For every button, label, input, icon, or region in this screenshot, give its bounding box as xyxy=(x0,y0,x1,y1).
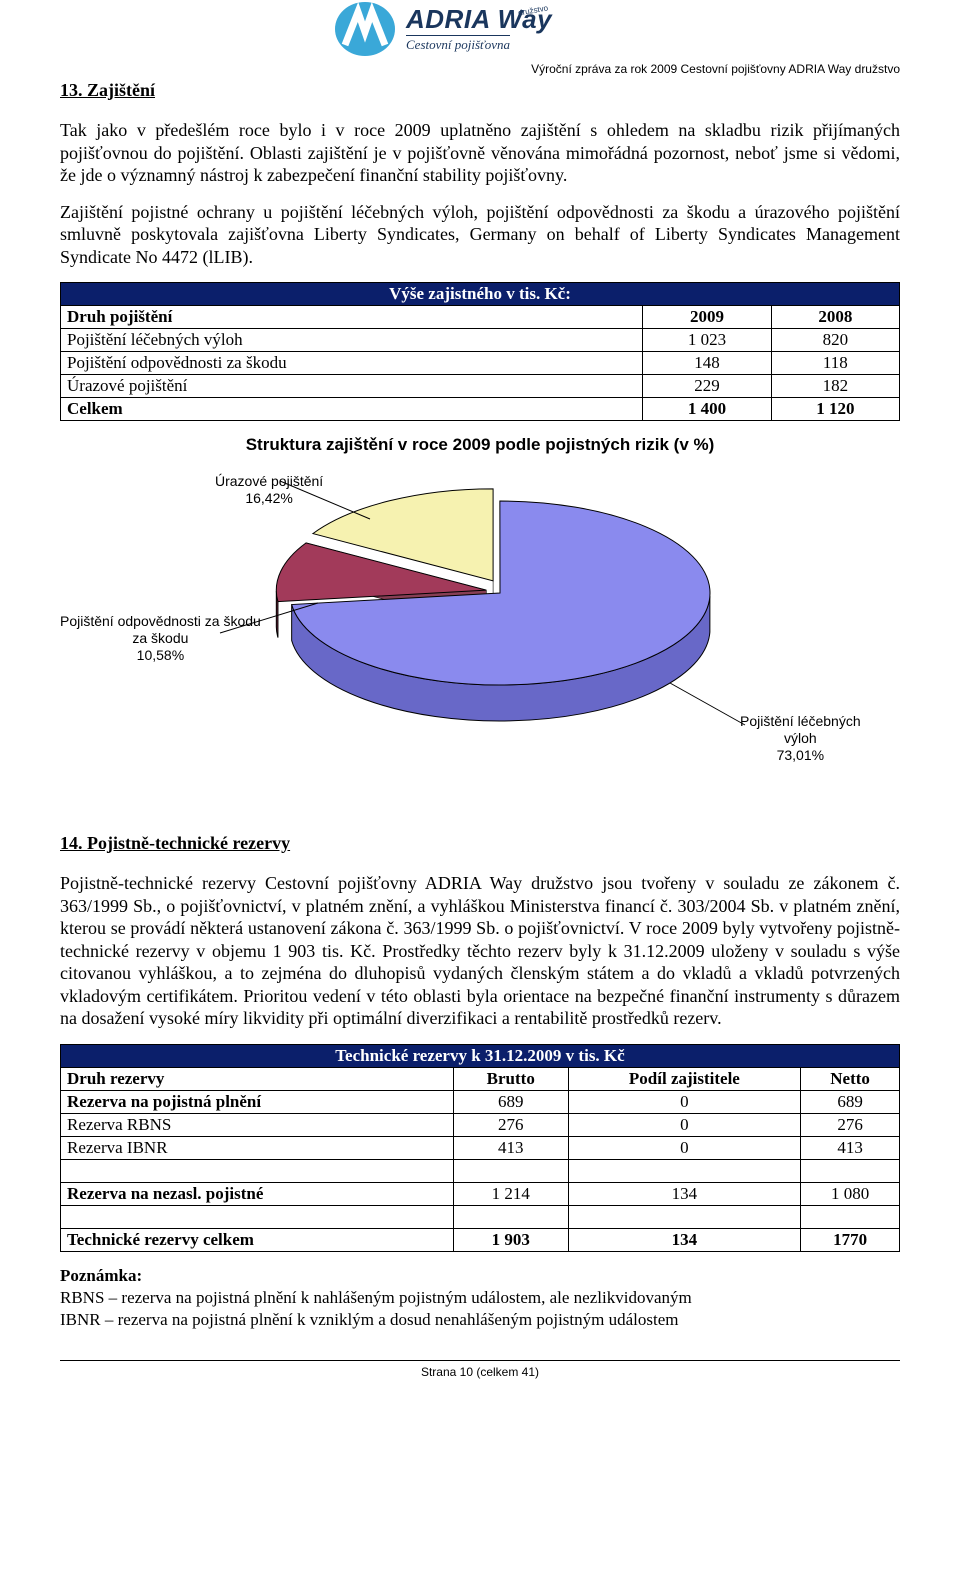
pie-label-urazove: Úrazové pojištění 16,42% xyxy=(215,473,323,507)
notes-line-1: RBNS – rezerva na pojistná plnění k nahl… xyxy=(60,1288,900,1308)
page-footer: Strana 10 (celkem 41) xyxy=(60,1360,900,1379)
logo-mark-icon xyxy=(330,0,400,58)
table-row: Pojištění odpovědnosti za škodu 148 118 xyxy=(61,352,900,375)
table2-total-row: Technické rezervy celkem 1 903 134 1770 xyxy=(61,1228,900,1251)
table-premiums: Výše zajistného v tis. Kč: Druh pojištěn… xyxy=(60,282,900,421)
pie-chart-3d: Úrazové pojištění 16,42% Pojištění odpov… xyxy=(60,463,900,793)
table2-subtotal-row: Rezerva na nezasl. pojistné 1 214 134 1 … xyxy=(61,1182,900,1205)
chart-title: Struktura zajištění v roce 2009 podle po… xyxy=(60,435,900,455)
table-reserves: Technické rezervy k 31.12.2009 v tis. Kč… xyxy=(60,1044,900,1252)
table-row-blank xyxy=(61,1159,900,1182)
table2-col-3: Netto xyxy=(801,1067,900,1090)
table-row: Rezerva na pojistná plnění 689 0 689 xyxy=(61,1090,900,1113)
table1-col-0: Druh pojištění xyxy=(61,306,643,329)
table2-col-0: Druh rezervy xyxy=(61,1067,454,1090)
section-14-heading: 14. Pojistně-technické rezervy xyxy=(60,833,900,854)
table2-col-1: Brutto xyxy=(453,1067,568,1090)
company-logo: družstvo ADRIA Way Cestovní pojišťovna xyxy=(330,0,552,58)
section-13-para-1: Tak jako v předešlém roce bylo i v roce … xyxy=(60,119,900,187)
table1-col-2: 2008 xyxy=(771,306,899,329)
table-row-blank xyxy=(61,1205,900,1228)
section-13-heading: 13. Zajištění xyxy=(60,80,900,101)
pie-label-lecebnych: Pojištění léčebných výloh 73,01% xyxy=(740,713,861,763)
table-row: Úrazové pojištění 229 182 xyxy=(61,375,900,398)
table1-col-1: 2009 xyxy=(643,306,771,329)
notes-heading: Poznámka: xyxy=(60,1266,900,1286)
table1-title: Výše zajistného v tis. Kč: xyxy=(61,283,900,306)
table1-total-row: Celkem 1 400 1 120 xyxy=(61,398,900,421)
pie-chart-svg xyxy=(200,463,760,763)
table2-col-2: Podíl zajistitele xyxy=(568,1067,801,1090)
table-row: Rezerva RBNS 276 0 276 xyxy=(61,1113,900,1136)
table2-title: Technické rezervy k 31.12.2009 v tis. Kč xyxy=(61,1044,900,1067)
pie-label-odpovednost: Pojištění odpovědnosti za škodu za škodu… xyxy=(60,613,261,663)
section-14-para-1: Pojistně-technické rezervy Cestovní poji… xyxy=(60,872,900,1030)
notes-line-2: IBNR – rezerva na pojistná plnění k vzni… xyxy=(60,1310,900,1330)
logo-subtitle: Cestovní pojišťovna xyxy=(406,35,510,53)
table-row: Pojištění léčebných výloh 1 023 820 xyxy=(61,329,900,352)
section-13-para-2: Zajištění pojistné ochrany u pojištění l… xyxy=(60,201,900,269)
table-row: Rezerva IBNR 413 0 413 xyxy=(61,1136,900,1159)
report-header-line: Výroční zpráva za rok 2009 Cestovní poji… xyxy=(531,62,900,76)
